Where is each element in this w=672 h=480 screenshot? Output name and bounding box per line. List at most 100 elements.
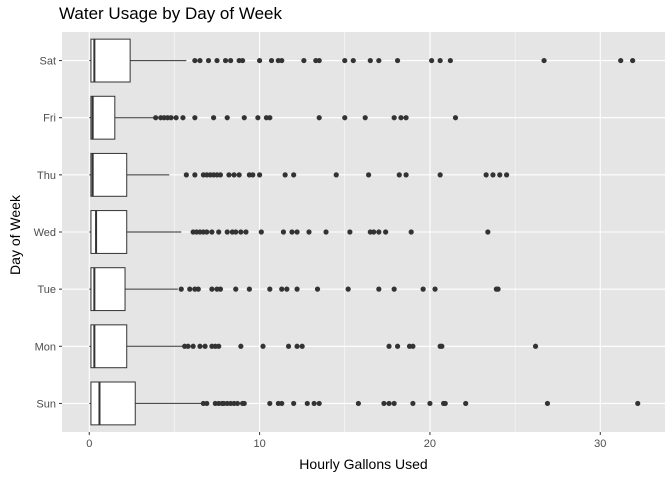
outlier-point xyxy=(233,229,239,235)
outlier-point xyxy=(267,115,273,121)
outlier-point xyxy=(214,57,220,64)
outlier-point xyxy=(280,229,287,235)
outlier-point xyxy=(192,172,198,178)
outlier-point xyxy=(355,400,361,407)
outlier-point xyxy=(403,172,409,178)
outlier-point xyxy=(231,172,237,178)
outlier-point xyxy=(367,57,373,64)
outlier-point xyxy=(282,172,288,178)
x-tick-label: 0 xyxy=(86,438,92,450)
outlier-point xyxy=(314,286,321,292)
outlier-point xyxy=(304,400,310,407)
outlier-point xyxy=(178,286,184,292)
outlier-point xyxy=(204,400,210,407)
outlier-point xyxy=(442,400,448,407)
outlier-point xyxy=(427,400,433,407)
outlier-point xyxy=(630,57,636,64)
box-sun xyxy=(90,381,136,426)
y-tick-label: Tue xyxy=(37,284,56,296)
x-axis-label: Hourly Gallons Used xyxy=(299,456,428,472)
outlier-point xyxy=(316,400,322,407)
outlier-point xyxy=(342,57,348,64)
outlier-point xyxy=(234,400,241,407)
outlier-point xyxy=(635,400,641,407)
outlier-point xyxy=(185,343,191,349)
outlier-point xyxy=(279,57,285,64)
outlier-point xyxy=(386,343,392,349)
outlier-point xyxy=(432,286,438,292)
outlier-point xyxy=(217,172,224,178)
box-fri xyxy=(90,95,116,140)
outlier-point xyxy=(279,400,285,407)
outlier-point xyxy=(408,229,414,235)
outlier-point xyxy=(429,57,435,64)
outlier-point xyxy=(386,400,392,407)
outlier-point xyxy=(391,400,397,407)
chart-title: Water Usage by Day of Week xyxy=(59,4,282,23)
outlier-point xyxy=(490,172,496,178)
outlier-point xyxy=(226,172,232,178)
outlier-point xyxy=(381,400,387,407)
outlier-point xyxy=(279,286,285,292)
outlier-point xyxy=(391,115,397,121)
outlier-point xyxy=(267,286,273,292)
outlier-point xyxy=(183,172,189,178)
outlier-point xyxy=(205,57,212,64)
outlier-point xyxy=(246,286,252,292)
outlier-point xyxy=(268,57,275,64)
outlier-point xyxy=(187,286,193,292)
outlier-point xyxy=(398,115,404,121)
outlier-point xyxy=(241,115,247,121)
outlier-point xyxy=(285,343,292,349)
outlier-point xyxy=(376,286,382,292)
outlier-point xyxy=(371,229,377,235)
outlier-point xyxy=(209,286,215,292)
box-tue xyxy=(90,267,126,312)
outlier-point xyxy=(222,57,229,64)
outlier-point xyxy=(294,229,300,235)
outlier-point xyxy=(258,229,264,235)
y-tick-label: Mon xyxy=(35,341,56,353)
outlier-point xyxy=(241,400,247,407)
outlier-point xyxy=(403,115,409,121)
outlier-point xyxy=(192,115,198,121)
outlier-point xyxy=(197,343,203,349)
outlier-point xyxy=(410,343,416,349)
outlier-point xyxy=(463,400,469,407)
outlier-point xyxy=(618,57,624,64)
outlier-point xyxy=(342,115,348,121)
outlier-point xyxy=(347,229,353,235)
outlier-point xyxy=(396,172,402,178)
outlier-point xyxy=(391,286,397,292)
outlier-point xyxy=(333,172,339,178)
outlier-point xyxy=(452,115,459,121)
outlier-point xyxy=(267,400,273,407)
outlier-point xyxy=(256,57,263,64)
outlier-point xyxy=(294,343,300,349)
outlier-point xyxy=(224,115,230,121)
x-tick-label: 30 xyxy=(594,438,606,450)
outlier-point xyxy=(439,343,445,349)
outlier-point xyxy=(316,57,322,64)
outlier-point xyxy=(289,229,295,235)
outlier-point xyxy=(250,172,256,178)
box-thu xyxy=(90,152,128,197)
outlier-point xyxy=(420,286,426,292)
x-tick-label: 20 xyxy=(424,438,436,450)
outlier-point xyxy=(168,115,174,121)
outlier-point xyxy=(495,286,501,292)
y-tick-label: Thu xyxy=(37,170,56,182)
outlier-point xyxy=(238,343,244,349)
y-tick-label: Fri xyxy=(43,113,56,125)
outlier-point xyxy=(437,172,443,178)
outlier-point xyxy=(299,343,305,349)
outlier-point xyxy=(180,115,186,121)
outlier-point xyxy=(362,115,368,121)
outlier-point xyxy=(195,286,201,292)
outlier-point xyxy=(394,57,401,64)
outlier-point xyxy=(216,229,222,235)
outlier-point xyxy=(153,115,159,121)
outlier-point xyxy=(236,172,242,178)
outlier-point xyxy=(256,172,263,178)
